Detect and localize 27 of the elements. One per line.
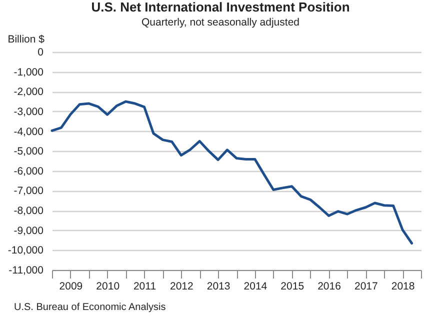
y-axis-title: Billion $ (8, 34, 45, 46)
x-tick-label: 2015 (280, 280, 304, 292)
y-tick-label: -9,000 (14, 224, 44, 237)
x-tick-label: 2018 (391, 280, 415, 292)
y-tick-label: -7,000 (14, 185, 44, 198)
y-tick-label: -5,000 (14, 146, 44, 158)
y-tick-label: 0 (38, 46, 44, 58)
x-tick-label: 2009 (59, 280, 83, 292)
y-tick-label: -6,000 (14, 165, 44, 178)
y-tick-label: -3,000 (14, 106, 44, 118)
y-tick-label: -4,000 (14, 126, 44, 138)
chart-title: U.S. Net International Investment Position (91, 0, 350, 14)
y-tick-label: -8,000 (14, 205, 44, 218)
y-tick-label: -10,000 (8, 244, 44, 257)
x-tick-label: 2012 (170, 280, 194, 292)
text: U.S. Bureau of Economic Analysis (14, 302, 166, 313)
x-tick-label: 2013 (206, 280, 230, 292)
x-tick-label: 2011 (133, 280, 156, 292)
y-tick-label: -2,000 (14, 86, 44, 98)
x-tick-label: 2016 (318, 280, 342, 292)
chart-subtitle: Quarterly, not seasonally adjusted (142, 16, 300, 28)
x-tick-label: 2014 (244, 280, 268, 292)
line-series (50, 100, 414, 244)
x-tick-label: 2010 (96, 280, 120, 292)
x-tick-label: 2017 (354, 280, 378, 292)
y-tick-label: -11,000 (8, 264, 44, 276)
y-tick-label: -1,000 (14, 66, 44, 78)
